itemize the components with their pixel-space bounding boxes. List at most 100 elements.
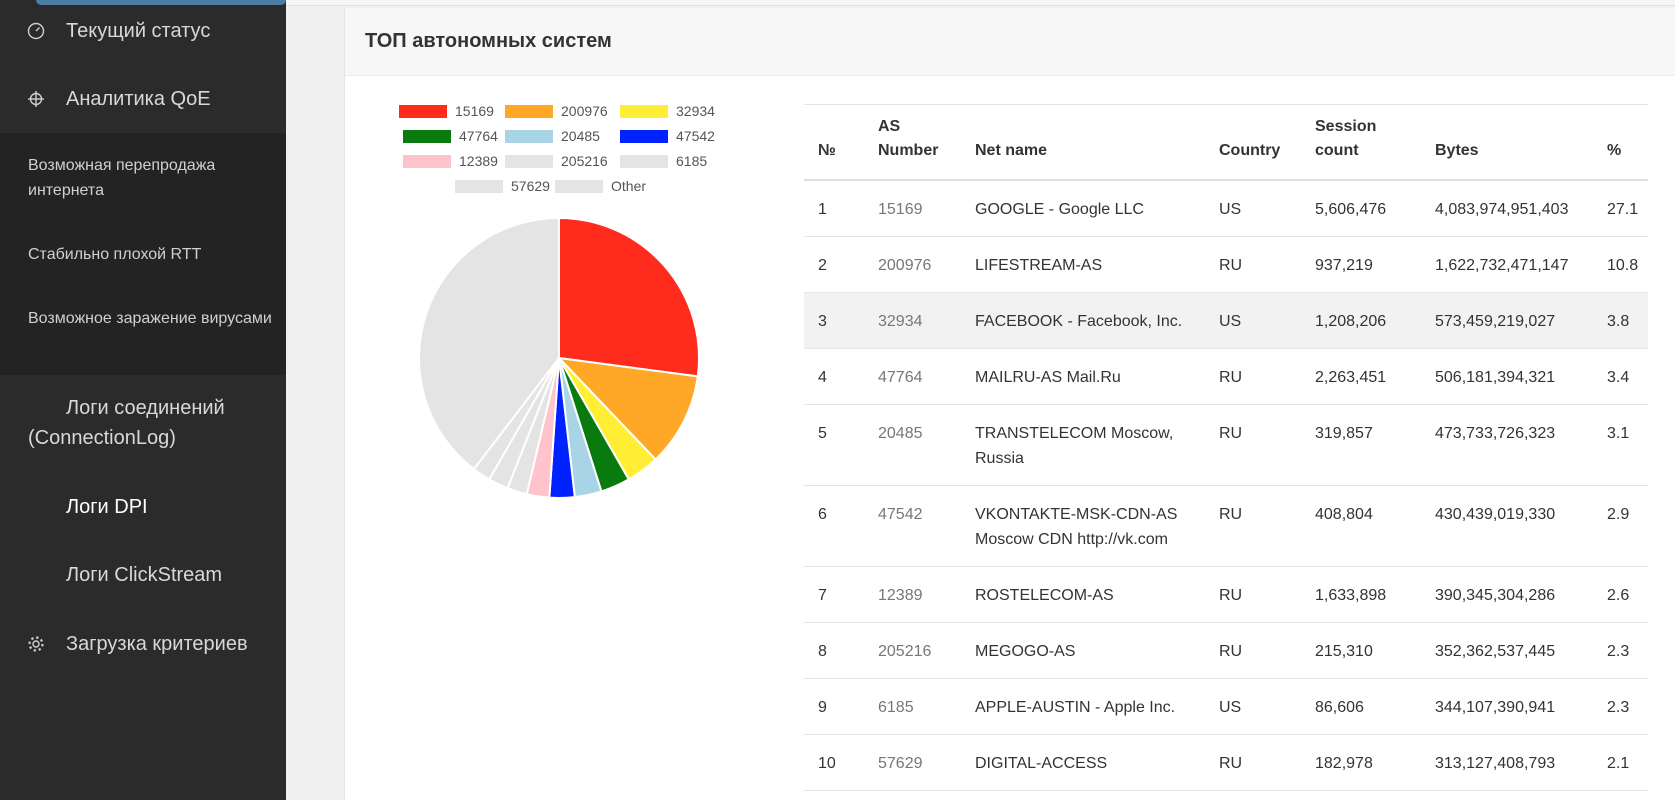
cell-as-number[interactable]: 47764 [864,348,961,405]
cell-net-name: GOOGLE - Google LLC [961,180,1205,237]
table-row[interactable]: 4 47764 MAILRU-AS Mail.Ru RU 2,263,451 506,18… [804,348,1648,405]
col-session-count[interactable]: Session count [1301,104,1421,181]
sidebar-item-connection-log[interactable]: Логи соединений (ConnectionLog) [28,397,225,449]
cell-country: RU [1205,236,1301,293]
cell-bytes: 390,345,304,286 [1421,566,1593,623]
legend-label: 47542 [676,128,715,144]
table-row[interactable]: 3 32934 FACEBOOK - Facebook, Inc. US 1,208,2… [804,292,1648,349]
legend-swatch [403,129,451,143]
submenu-item-bad-rtt[interactable]: Стабильно плохой RTT [28,246,202,263]
as-table: № AS Number Net name Country Session cou… [804,104,1648,791]
sidebar-item-clickstream-log[interactable]: Логи ClickStream [66,564,223,586]
cell-as-number[interactable]: 12389 [864,566,961,623]
submenu-item-virus[interactable]: Возможное заражение вирусами [28,310,272,327]
cell-bytes: 1,622,732,471,147 [1421,236,1593,293]
cell-number: 6 [804,485,864,567]
table-row[interactable]: 5 20485 TRANSTELECOM Moscow, Russia RU 319,8… [804,404,1648,486]
cell-as-number[interactable]: 32934 [864,292,961,349]
cell-country: RU [1205,348,1301,405]
col-country[interactable]: Country [1205,104,1301,181]
cell-session-count: 215,310 [1301,622,1421,679]
cell-session-count: 319,857 [1301,404,1421,486]
submenu-item-resale[interactable]: Возможная перепродажа интернета [28,157,216,199]
pie-slice-15169[interactable] [558,216,700,378]
legend-entry[interactable]: 205216 [505,153,608,169]
table-row[interactable]: 7 12389 ROSTELECOM-AS RU 1,633,898 390,345,30… [804,566,1648,623]
sidebar-item-load-criteria[interactable]: Загрузка критериев [0,629,286,659]
cell-as-number[interactable]: 20485 [864,404,961,486]
legend-entry[interactable]: 20485 [505,128,600,144]
cell-as-number[interactable]: 47542 [864,485,961,567]
cell-number: 8 [804,622,864,679]
table-row[interactable]: 9 6185 APPLE-AUSTIN - Apple Inc. US 86,606 34… [804,678,1648,735]
legend-entry[interactable]: 47764 [403,128,498,144]
cell-as-number[interactable]: 6185 [864,678,961,735]
cell-net-name: MEGOGO-AS [961,622,1205,679]
col-net-name[interactable]: Net name [961,104,1205,181]
table-row[interactable]: 8 205216 MEGOGO-AS RU 215,310 352,362,537,445… [804,622,1648,679]
cell-bytes: 473,733,726,323 [1421,404,1593,486]
legend-label: 205216 [561,153,608,169]
cell-bytes: 344,107,390,941 [1421,678,1593,735]
pie-chart [418,216,700,499]
cell-session-count: 5,606,476 [1301,180,1421,237]
legend-entry[interactable]: 32934 [620,103,715,119]
legend-swatch [620,154,668,168]
legend-swatch [555,179,603,193]
cell-number: 1 [804,180,864,237]
cell-country: US [1205,292,1301,349]
sidebar: Текущий статус Аналитика QoE Возможная п… [0,0,286,800]
legend-swatch [399,104,447,118]
legend-entry[interactable]: 57629 [455,178,550,194]
table-header-row: № AS Number Net name Country Session cou… [804,104,1648,181]
col-bytes[interactable]: Bytes [1421,104,1593,181]
cell-net-name: LIFESTREAM-AS [961,236,1205,293]
cell-country: RU [1205,485,1301,567]
cell-as-number[interactable]: 200976 [864,236,961,293]
sidebar-item-current-status[interactable]: Текущий статус [0,16,286,46]
legend-entry[interactable]: 6185 [620,153,707,169]
legend-entry[interactable]: 47542 [620,128,715,144]
top-bar [286,0,1675,6]
legend-entry[interactable]: 12389 [403,153,498,169]
pie-slice-other[interactable] [418,216,560,471]
legend-label: 15169 [455,103,494,119]
sidebar-item-dpi-log[interactable]: Логи DPI [66,496,148,518]
table-row[interactable]: 6 47542 VKONTAKTE-MSK-CDN-AS Moscow CDN ht… [804,485,1648,567]
legend-swatch [505,154,553,168]
cell-net-name: APPLE-AUSTIN - Apple Inc. [961,678,1205,735]
cell-as-number[interactable]: 205216 [864,622,961,679]
cell-number: 9 [804,678,864,735]
cell-country: RU [1205,734,1301,791]
pie-slice-200976[interactable] [556,356,699,461]
legend-swatch [455,179,503,193]
col-number[interactable]: № [804,104,864,181]
col-as-number[interactable]: AS Number [864,104,961,181]
cell-as-number[interactable]: 15169 [864,180,961,237]
table-row[interactable]: 10 57629 DIGITAL-ACCESS RU 182,978 313,127,40… [804,734,1648,791]
cell-bytes: 506,181,394,321 [1421,348,1593,405]
gear-icon [28,636,44,652]
card-title: ТОП автономных систем [365,30,612,52]
legend-label: Other [611,178,647,194]
table-row[interactable]: 2 200976 LIFESTREAM-AS RU 937,219 1,622,732,4… [804,236,1648,293]
cell-number: 2 [804,236,864,293]
sidebar-top-accent [36,0,286,5]
cell-percent: 27.1 [1593,180,1648,237]
legend-entry[interactable]: 200976 [505,103,608,119]
legend-swatch [403,154,451,168]
cell-number: 5 [804,404,864,486]
cell-bytes: 430,439,019,330 [1421,485,1593,567]
legend-entry[interactable]: Other [555,178,646,194]
cell-as-number[interactable]: 57629 [864,734,961,791]
cell-session-count: 937,219 [1301,236,1421,293]
cell-number: 10 [804,734,864,791]
sidebar-item-qoe[interactable]: Аналитика QoE [0,84,286,114]
table-row[interactable]: 1 15169 GOOGLE - Google LLC US 5,606,476 4,08… [804,180,1648,237]
cell-country: US [1205,678,1301,735]
legend-entry[interactable]: 15169 [399,103,494,119]
col-percent[interactable]: % [1593,104,1648,181]
cell-percent: 2.3 [1593,678,1648,735]
cell-percent: 2.9 [1593,485,1648,567]
cell-percent: 2.1 [1593,734,1648,791]
